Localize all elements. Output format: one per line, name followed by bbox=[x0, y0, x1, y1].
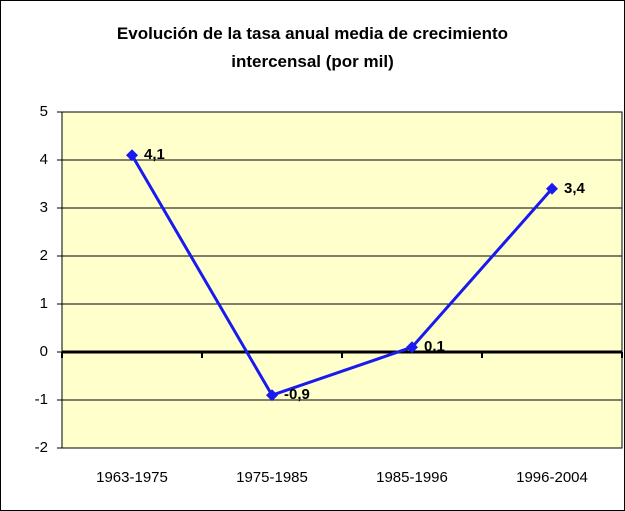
x-tick-label: 1996-2004 bbox=[516, 469, 588, 486]
marker bbox=[126, 149, 138, 162]
data-label: 3,4 bbox=[564, 180, 586, 197]
marker bbox=[546, 182, 558, 195]
series-line bbox=[130, 154, 554, 398]
y-tick-label: 2 bbox=[40, 247, 48, 264]
x-tick-label: 1975-1985 bbox=[236, 469, 308, 486]
chart-title: Evolución de la tasa anual media de crec… bbox=[116, 24, 509, 71]
y-tick-label: 0 bbox=[40, 343, 48, 360]
y-tick-label: 3 bbox=[40, 199, 48, 216]
data-label: 0,1 bbox=[424, 338, 445, 355]
y-tick-label: 5 bbox=[40, 103, 48, 120]
y-tick-label: 4 bbox=[40, 151, 48, 168]
x-tick-label: 1985-1996 bbox=[376, 469, 448, 486]
y-tick-label: 1 bbox=[40, 295, 48, 312]
marker bbox=[266, 389, 278, 402]
data-label: 4,1 bbox=[144, 146, 165, 163]
marker bbox=[406, 341, 418, 354]
plot-area bbox=[61, 111, 623, 449]
y-tick-label: -1 bbox=[35, 391, 48, 408]
x-tick-label: 1963-1975 bbox=[96, 469, 168, 486]
data-label: -0,9 bbox=[284, 386, 310, 403]
y-tick-label: -2 bbox=[35, 439, 48, 456]
